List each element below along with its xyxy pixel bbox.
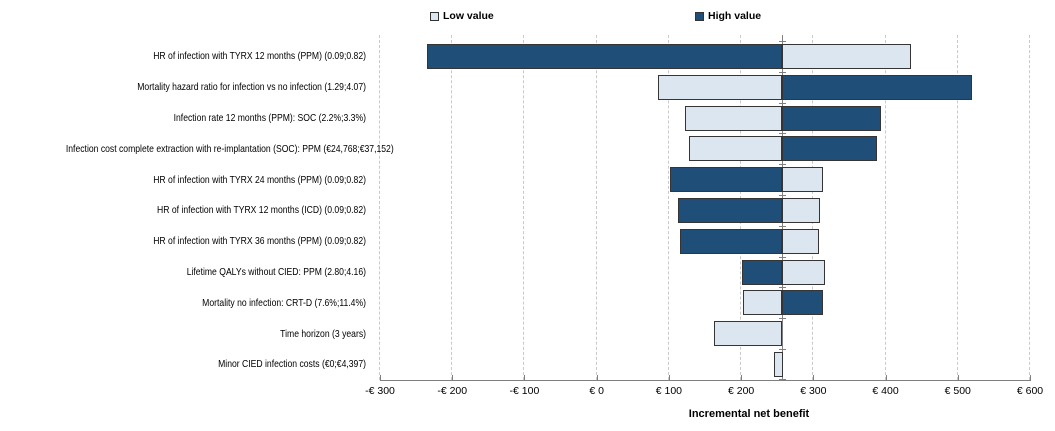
- category-label: HR of infection with TYRX 12 months (PPM…: [153, 50, 366, 63]
- high-value-bar: [782, 74, 973, 100]
- low-value-bar: [689, 136, 783, 162]
- high-value-bar: [669, 167, 783, 193]
- category-tick: [779, 318, 787, 320]
- category-tick: [779, 287, 787, 289]
- category-label: Infection cost complete extraction with …: [65, 142, 394, 155]
- low-value-bar: [782, 167, 823, 193]
- axis-tick: [741, 375, 743, 381]
- high-value-bar: [677, 197, 783, 223]
- gridline: [523, 35, 525, 380]
- axis-tick: [957, 375, 959, 381]
- gridline: [379, 35, 380, 380]
- legend-label: Low value: [443, 10, 494, 22]
- axis-tick: [452, 375, 454, 381]
- x-tick-label: € 400: [872, 385, 899, 397]
- gridline: [595, 35, 597, 380]
- category-tick: [779, 379, 787, 380]
- x-tick-label: -€ 300: [365, 385, 395, 397]
- high-value-bar: [679, 228, 783, 254]
- low-value-bar: [658, 74, 783, 100]
- gridline: [451, 35, 453, 380]
- x-tick-label: € 500: [944, 385, 971, 397]
- x-tick-label: -€ 200: [437, 385, 468, 397]
- low-value-bar: [713, 321, 783, 347]
- low-value-bar: [782, 43, 911, 69]
- category-label: Infection rate 12 months (PPM): SOC (2.2…: [173, 112, 366, 124]
- legend-label: High value: [708, 10, 762, 22]
- axis-tick: [668, 375, 670, 381]
- category-tick: [779, 102, 787, 104]
- low-value-bar: [684, 105, 783, 131]
- axis-tick: [596, 375, 598, 381]
- category-label: HR of infection with TYRX 24 months (PPM…: [153, 173, 366, 186]
- category-label: Lifetime QALYs without CIED: PPM (2.80;4…: [186, 266, 366, 278]
- axis-tick: [524, 375, 526, 381]
- category-label: Minor CIED infection costs (€0;€4,397): [218, 358, 366, 371]
- x-axis-line: [380, 380, 1031, 381]
- category-label: Time horizon (3 years): [280, 327, 366, 340]
- high-value-bar: [782, 136, 877, 162]
- x-tick-label: -€ 100: [509, 385, 540, 397]
- category-tick: [779, 256, 787, 258]
- category-tick: [779, 225, 787, 227]
- category-label: Mortality no infection: CRT-D (7.6%;11.4…: [202, 296, 366, 309]
- low-value-swatch-icon: [430, 11, 439, 21]
- low-value-bar: [774, 351, 783, 377]
- category-tick: [779, 133, 787, 135]
- category-tick: [779, 164, 787, 166]
- category-label: HR of infection with TYRX 12 months (ICD…: [157, 204, 366, 217]
- gridline: [1029, 35, 1030, 380]
- legend-item-high-value: High value: [695, 10, 761, 22]
- category-label: Mortality hazard ratio for infection vs …: [137, 81, 366, 94]
- high-value-bar: [782, 105, 882, 131]
- category-tick: [779, 195, 787, 196]
- axis-tick: [885, 375, 887, 381]
- high-value-bar: [741, 259, 783, 285]
- legend-item-low-value: Low value: [430, 10, 494, 22]
- category-tick: [779, 349, 787, 350]
- axis-tick: [380, 375, 381, 381]
- low-value-bar: [782, 197, 820, 223]
- gridline: [884, 35, 886, 380]
- low-value-bar: [782, 259, 825, 285]
- category-tick: [779, 41, 787, 42]
- high-value-swatch-icon: [695, 11, 704, 21]
- low-value-bar: [782, 228, 820, 254]
- category-label: HR of infection with TYRX 36 months (PPM…: [153, 235, 366, 248]
- x-axis-title: Incremental net benefit: [688, 408, 810, 420]
- category-tick: [779, 71, 787, 73]
- x-tick-label: € 300: [800, 385, 827, 397]
- x-tick-label: € 100: [655, 385, 683, 397]
- low-value-bar: [743, 290, 783, 316]
- high-value-bar: [782, 290, 823, 316]
- x-tick-label: € 0: [589, 385, 604, 397]
- x-tick-label: € 200: [727, 385, 755, 397]
- gridline: [956, 35, 958, 380]
- axis-tick: [1030, 375, 1031, 381]
- axis-tick: [813, 375, 815, 381]
- x-tick-label: € 600: [1016, 385, 1044, 397]
- gridline: [667, 35, 669, 380]
- chart-legend: Low value High value: [0, 0, 1055, 28]
- high-value-bar: [426, 43, 783, 69]
